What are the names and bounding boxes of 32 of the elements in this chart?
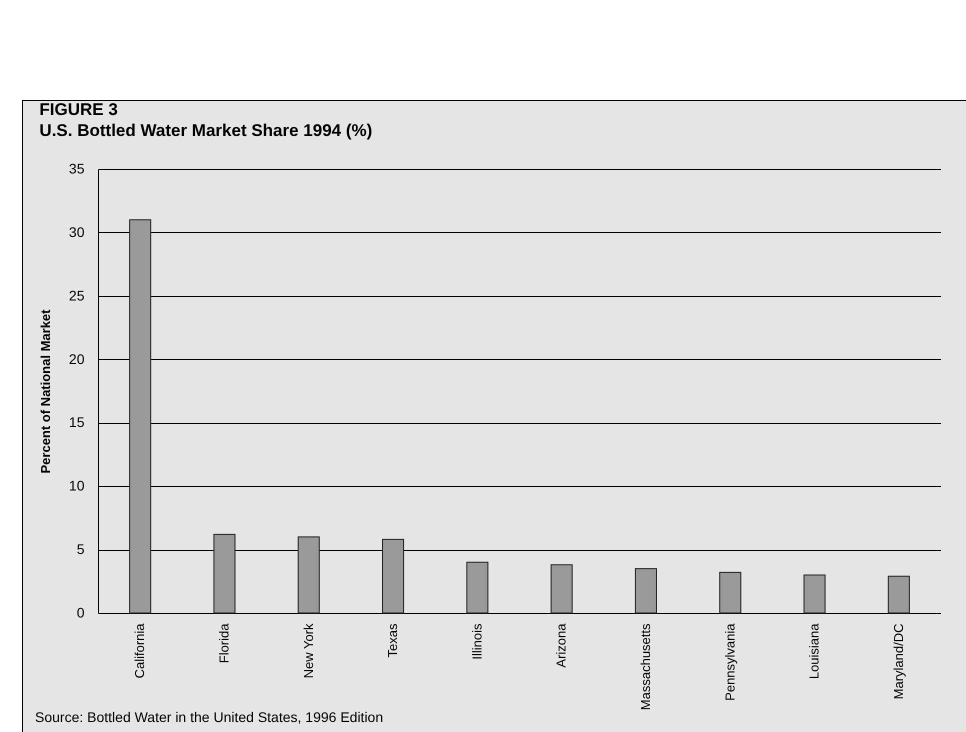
bar bbox=[804, 574, 826, 614]
y-tick-label: 35 bbox=[68, 160, 85, 176]
x-tick-label: New York bbox=[300, 623, 316, 678]
x-tick-label: Texas bbox=[385, 623, 400, 658]
y-tick-label: 5 bbox=[76, 541, 85, 558]
bar bbox=[382, 538, 404, 614]
bar bbox=[719, 572, 742, 614]
bar bbox=[298, 536, 320, 614]
bar bbox=[888, 576, 910, 614]
source-note: Source: Bottled Water in the United States, 1996 Edition bbox=[35, 709, 384, 725]
x-tick-label: Florida bbox=[216, 622, 232, 664]
bar bbox=[634, 568, 657, 614]
y-tick-label: 10 bbox=[68, 478, 85, 494]
x-tick-label: Arizona bbox=[554, 622, 569, 668]
bar bbox=[550, 564, 573, 614]
y-tick-label: 20 bbox=[68, 350, 85, 367]
x-tick-label: Louisiana bbox=[806, 622, 822, 680]
x-tick-label: Illinois bbox=[469, 623, 484, 660]
x-tick-label: Maryland/DC bbox=[890, 624, 906, 700]
x-tick-label: Massachusetts bbox=[638, 623, 653, 710]
y-axis-title: Percent of National Market bbox=[38, 308, 53, 474]
y-tick-label: 30 bbox=[68, 224, 85, 240]
chart-title: FIGURE 3 bbox=[39, 100, 118, 119]
y-tick-label: 0 bbox=[76, 604, 85, 620]
chart-subtitle: U.S. Bottled Water Market Share 1994 (%) bbox=[39, 121, 372, 140]
bar bbox=[466, 562, 488, 614]
x-tick-label: Pennsylvania bbox=[722, 622, 738, 701]
y-tick-label: 25 bbox=[68, 287, 85, 304]
x-tick-label: California bbox=[132, 622, 148, 678]
bar bbox=[129, 219, 152, 614]
bar bbox=[213, 534, 236, 614]
y-tick-label: 15 bbox=[68, 414, 85, 430]
